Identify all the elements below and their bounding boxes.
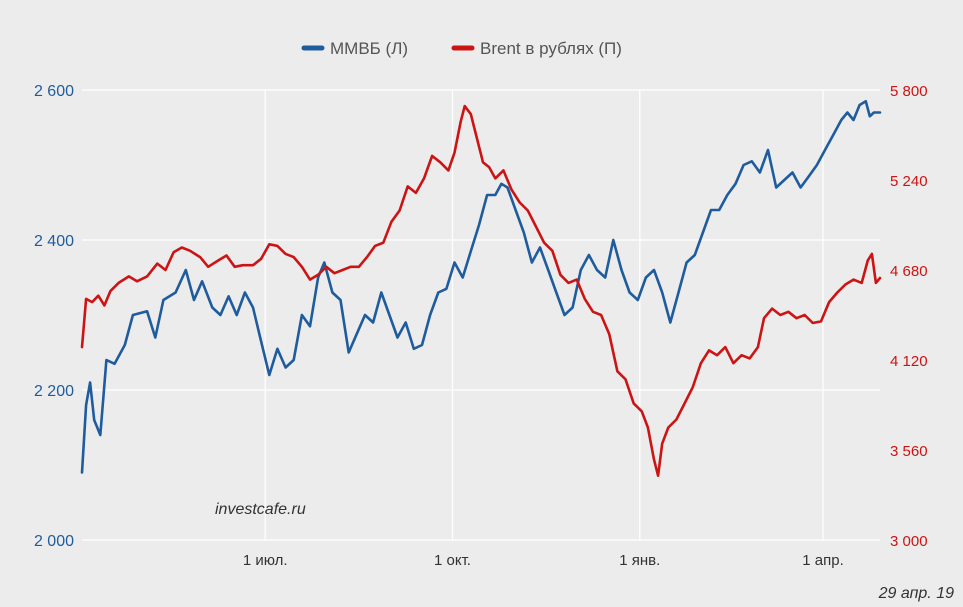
y-right-tick-label: 4 120 <box>890 353 928 370</box>
x-tick-label: 1 июл. <box>243 552 288 569</box>
series-line-1 <box>80 100 882 474</box>
y-right-tick-label: 3 000 <box>890 533 928 550</box>
y-right-tick-label: 3 560 <box>890 443 928 460</box>
grid <box>82 89 880 541</box>
axes: 2 000 2 200 2 400 2 600 3 000 3 560 4 120 4 680… <box>34 83 928 569</box>
legend: ММВБ (Л) Brent в рублях (П) <box>301 39 622 58</box>
series-line-2 <box>80 104 882 477</box>
y-left-tick-label: 2 600 <box>34 83 74 100</box>
y-left-tick-label: 2 400 <box>34 233 74 250</box>
x-tick-label: 1 апр. <box>802 552 843 569</box>
legend-label: ММВБ (Л) <box>330 39 408 58</box>
watermark: investcafe.ru <box>215 501 306 518</box>
date-label: 29 апр. 19 <box>878 585 954 602</box>
x-tick-label: 1 янв. <box>619 552 660 569</box>
y-right-tick-label: 5 800 <box>890 83 928 100</box>
y-left-tick-label: 2 200 <box>34 383 74 400</box>
y-right-tick-label: 4 680 <box>890 263 928 280</box>
series-lines <box>80 100 882 477</box>
x-tick-label: 1 окт. <box>434 552 471 569</box>
y-right-tick-label: 5 240 <box>890 173 928 190</box>
y-left-tick-label: 2 000 <box>34 533 74 550</box>
legend-label: Brent в рублях (П) <box>480 39 622 58</box>
